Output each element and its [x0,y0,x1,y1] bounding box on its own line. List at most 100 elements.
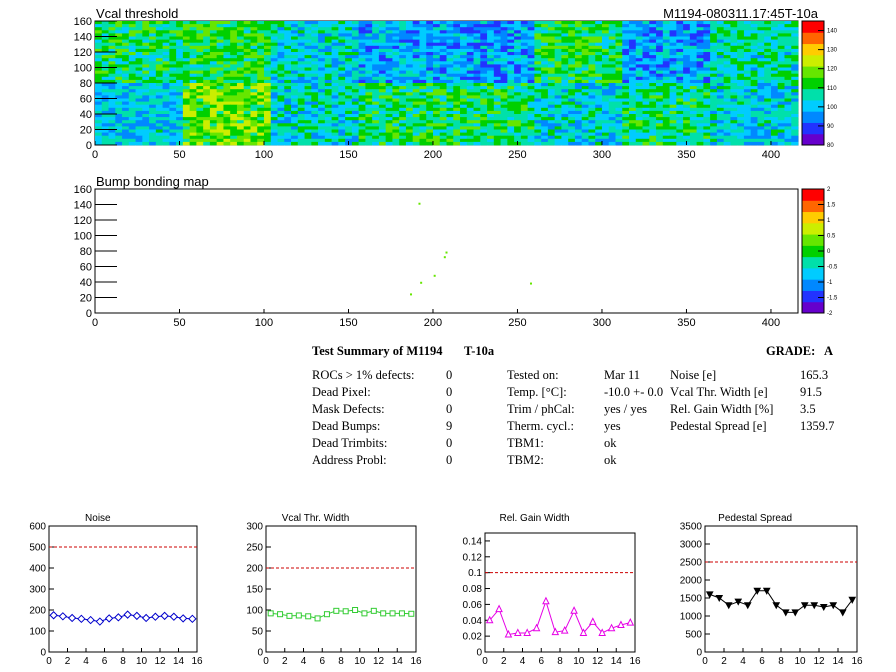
vcal-cell [405,70,414,75]
vcal-cell [263,61,272,65]
vcal-cell [385,27,393,31]
vcal-cell [230,45,238,50]
vcal-cell [534,120,542,124]
vcal-cell [743,39,752,44]
vcal-cell [277,42,285,47]
vcal-cell [176,138,184,143]
vcal-cell [737,39,745,44]
vcal-cell [622,117,630,121]
vcal-cell [730,95,738,99]
color-scale-band [802,222,824,235]
vcal-cell [777,126,785,130]
vcal-cell [662,117,670,121]
vcal-cell [365,73,373,78]
vcal-cell [770,138,779,143]
vcal-cell [257,129,265,133]
vcal-cell [622,33,630,37]
data-point [781,609,790,617]
color-scale-band [802,54,824,67]
vcal-cell [345,104,353,109]
result-value: 3.5 [800,402,816,416]
vcal-cell [730,129,738,133]
vcal-cell [169,39,177,44]
vcal-cell [304,52,312,56]
vcal-cell [683,48,691,53]
vcal-cell [203,55,211,59]
vcal-cell [426,123,434,127]
vcal-cell [710,117,718,121]
vcal-cell [541,132,549,137]
vcal-cell [399,48,407,53]
vcal-cell [730,36,738,40]
vcal-cell [710,76,718,81]
data-point [141,613,151,623]
vcal-cell [257,58,265,62]
vcal-cell [426,117,434,121]
vcal-cell [507,42,515,47]
vcal-cell [750,132,758,137]
vcal-cell [155,104,163,109]
vcal-cell [203,132,211,137]
vcal-cell [358,86,366,90]
data-point [819,604,828,612]
vcal-cell [284,141,292,146]
vcal-cell [135,67,143,71]
vcal-cell [358,30,366,34]
vcal-cell [487,129,495,133]
vcal-cell [263,101,272,106]
vcal-cell [500,107,508,112]
vcal-cell [155,30,163,34]
vcal-cell [122,64,130,68]
vcal-cell [257,45,265,50]
vcal-cell [743,114,752,118]
vcal-cell [108,64,116,68]
vcal-cell [162,61,170,65]
vcal-cell [304,24,312,28]
vcal-cell [743,27,752,31]
vcal-cell [358,48,366,53]
vcal-cell [331,114,339,118]
vcal-cell [473,114,481,118]
vcal-cell [689,33,698,37]
vcal-cell [642,141,650,146]
vcal-cell [743,135,752,140]
vcal-cell [318,76,326,81]
vcal-cell [649,95,657,99]
vcal-cell [601,33,610,37]
vcal-cell [777,98,785,102]
vcal-cell [547,132,556,137]
vcal-cell [284,36,292,40]
vcal-cell [507,33,515,37]
vcal-cell [453,61,461,65]
vcal-cell [446,123,454,127]
vcal-cell [277,110,285,115]
vcal-cell [750,48,758,53]
vcal-cell [649,27,657,31]
vcal-cell [263,52,272,56]
vcal-cell [669,132,677,137]
vcal-cell [115,132,123,137]
vcal-cell [426,138,434,143]
vcal-cell [784,101,792,106]
vcal-cell [703,138,711,143]
condition-value: ok [604,436,617,450]
vcal-cell [601,83,610,87]
vcal-cell [122,86,130,90]
result-label: Noise [e] [670,368,717,382]
vcal-cell [426,79,434,84]
vcal-cell [696,30,704,34]
vcal-cell [149,76,157,81]
vcal-cell [345,24,353,28]
vcal-cell [453,135,461,140]
vcal-cell [520,33,529,37]
vcal-cell [419,138,427,143]
y-tick-label: 0.12 [463,552,483,563]
vcal-cell [257,117,265,121]
condition-label: TBM2: [507,453,544,467]
vcal-cell [723,61,731,65]
vcal-cell [777,21,785,25]
vcal-cell [291,30,299,34]
vcal-cell [710,86,718,90]
vcal-cell [601,114,610,118]
vcal-cell [649,79,657,84]
